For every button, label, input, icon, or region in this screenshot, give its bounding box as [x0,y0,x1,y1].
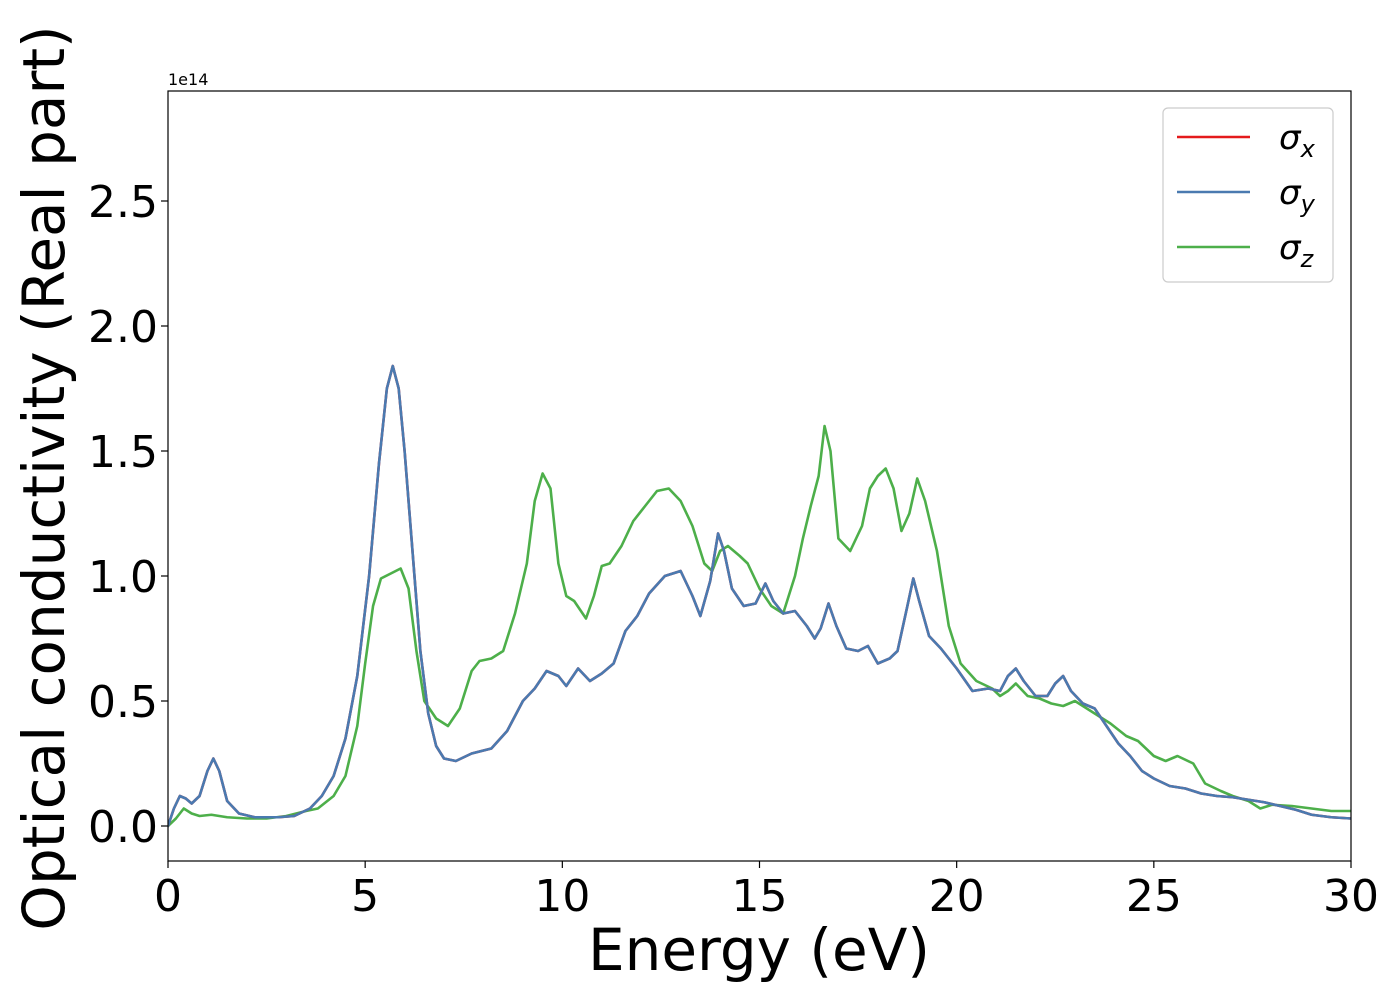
x-axis-ticks: 0 5 10 15 20 25 30 [154,861,1379,922]
series-layer [168,364,1351,828]
x-tick-label: 0 [154,871,182,922]
legend-box [1162,107,1334,283]
legend-label: σx [1279,118,1316,163]
legend: σx σy σz [1162,107,1334,283]
series-line-sigma-z [168,424,1351,828]
y-tick-label: 1.5 [88,427,158,478]
y-tick-label: 1.0 [88,552,158,603]
y-axis-ticks: 0.0 0.5 1.0 1.5 2.0 2.5 [88,177,168,853]
x-tick-label: 20 [929,871,985,922]
x-axis-title: Energy (eV) [588,916,930,984]
offset-exponent-label: 1e14 [168,70,208,89]
legend-entry-sigma-y: σy [1177,173,1316,218]
y-tick-label: 2.0 [88,302,158,353]
x-tick-label: 5 [351,871,379,922]
plot-frame [167,90,1352,862]
x-tick-label: 25 [1126,871,1182,922]
x-tick-label: 15 [732,871,788,922]
legend-label: σz [1279,228,1315,273]
legend-entry-sigma-z: σz [1177,228,1315,273]
y-axis-title: Optical conductivity (Real part) [10,25,78,930]
legend-entry-sigma-x: σx [1177,118,1316,163]
y-tick-label: 0.0 [88,802,158,853]
x-tick-label: 30 [1323,871,1379,922]
y-tick-label: 0.5 [88,677,158,728]
y-tick-label: 2.5 [88,177,158,228]
legend-label: σy [1279,173,1316,218]
series-line-sigma-y [168,364,1351,828]
x-tick-label: 10 [534,871,590,922]
